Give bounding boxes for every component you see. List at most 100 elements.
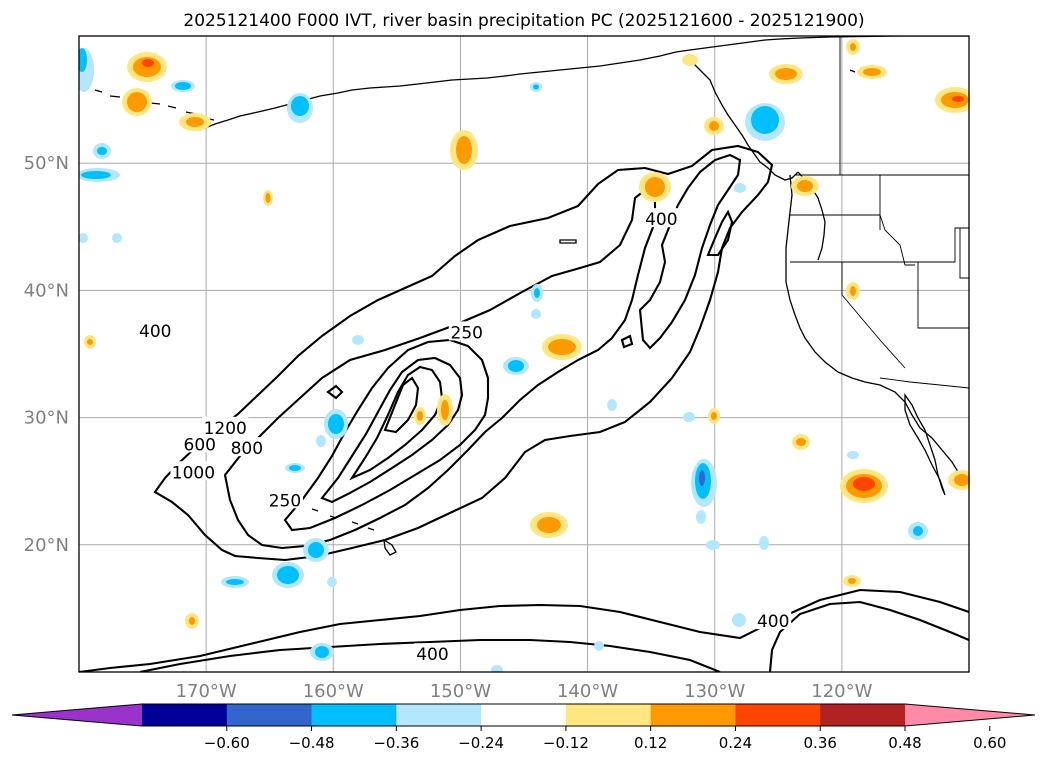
precip-pc-positive [84, 39, 969, 629]
figure-title: 2025121400 F000 IVT, river basin precipi… [183, 11, 864, 31]
patch-neg-1 [79, 48, 94, 92]
patch-pos-14 [846, 282, 860, 300]
colorbar-tick-label-1: −0.48 [289, 734, 335, 752]
na-west-coastline [785, 174, 969, 486]
lon-label-5: 120°W [811, 681, 872, 702]
hawaiian-islands [311, 508, 397, 556]
contour-label-bg-11 [755, 610, 792, 630]
colorbar-tick-label-4: −0.12 [543, 734, 589, 752]
patch-neg-27 [272, 562, 304, 588]
patch-neg-29 [327, 577, 337, 587]
colorbar-tick-label-3: −0.24 [458, 734, 504, 752]
patch-neg-21 [696, 510, 706, 524]
contour-label-2: 1200 [204, 419, 247, 439]
ivt-contour-labels: 40060012001000800250250400250400400400 [27, 208, 792, 665]
lat-label-2: 40°N [24, 280, 69, 301]
contour-label-bg-4 [228, 437, 265, 457]
contour-label-3: 1000 [172, 463, 215, 483]
patch-neg-26 [303, 538, 329, 562]
political-boundaries [790, 36, 969, 389]
patch-neg-7 [745, 103, 785, 141]
patch-neg-20 [691, 459, 717, 507]
patch-pos-5 [263, 190, 273, 206]
contour-label-10: 400 [416, 645, 448, 665]
patch-neg-3 [171, 80, 195, 92]
colorbar-tick-label-7: 0.36 [804, 734, 837, 752]
contour-label-11: 400 [757, 612, 789, 632]
lat-label-3: 50°N [24, 153, 69, 174]
canada-us-border [795, 36, 969, 176]
colorbar-segment-2 [311, 704, 397, 726]
ivt-contour-south-400 [139, 638, 721, 672]
patch-neg-15 [324, 409, 348, 439]
lon-label-0: 170°W [176, 681, 237, 702]
patch-neg-8 [734, 183, 746, 193]
contour-label-bg-2 [202, 416, 249, 436]
patch-neg-11 [531, 284, 543, 302]
contour-label-9: 400 [27, 645, 59, 665]
patch-pos-8 [857, 65, 887, 79]
patch-neg-25 [908, 522, 928, 540]
patch-neg-4 [287, 93, 313, 123]
contour-label-bg-3 [170, 461, 217, 481]
lon-label-2: 150°W [430, 681, 491, 702]
patch-neg-5 [93, 143, 111, 159]
patch-neg-18 [607, 399, 617, 411]
ivt-contour-spot-2 [620, 334, 634, 349]
state-lines [790, 175, 969, 329]
patch-neg-13 [352, 335, 364, 345]
ivt-contour-1200 [383, 376, 420, 434]
patch-pos-9 [935, 87, 969, 113]
colorbar-tick-label-9: 0.60 [973, 734, 1006, 752]
patch-neg-9 [79, 233, 88, 243]
ivt-contour-filament-400 [638, 153, 742, 350]
contour-label-1: 600 [184, 435, 216, 455]
patch-pos-2 [122, 88, 152, 116]
patch-neg-6 [530, 82, 542, 92]
patch-pos-3 [179, 113, 211, 131]
ivt-contour-south-250 [79, 588, 969, 672]
patch-neg-14 [503, 357, 529, 375]
ivt-contour-south-400b [768, 600, 969, 672]
patch-neg-12 [531, 309, 541, 319]
patch-pos-16 [437, 394, 453, 426]
patch-neg-19 [683, 412, 695, 422]
patch-pos-13 [791, 176, 819, 196]
map-background [79, 36, 969, 672]
patch-neg-23 [759, 536, 769, 550]
patch-neg-33 [491, 665, 503, 672]
ca-nv-border [841, 262, 906, 369]
patch-pos-11 [682, 54, 698, 66]
patch-pos-15 [542, 334, 582, 360]
colorbar-segment-5 [565, 704, 652, 726]
patch-neg-32 [594, 641, 604, 651]
colorbar-extend-high [905, 704, 1035, 726]
latitude-labels: 20°N 30°N 40°N 50°N [24, 153, 69, 556]
patch-pos-7 [769, 64, 803, 84]
patch-pos-25 [185, 613, 199, 629]
colorbar-outline [11, 703, 1036, 727]
patch-pos-12 [846, 39, 860, 55]
patch-neg-22 [706, 540, 720, 550]
patch-pos-23 [530, 512, 568, 538]
colorbar-segment-4 [481, 704, 567, 726]
alaska-south-coast [689, 59, 799, 181]
contour-label-bg-6 [448, 321, 485, 341]
colorbar-tick-label-2: −0.36 [373, 734, 419, 752]
contour-label-bg-0 [137, 320, 174, 340]
contour-label-bg-7 [643, 208, 680, 228]
patch-neg-24 [847, 451, 859, 459]
patch-pos-18 [84, 335, 96, 349]
patch-neg-17 [285, 463, 305, 473]
colorbar-segment-1 [226, 704, 313, 726]
contour-label-0: 400 [139, 322, 171, 342]
patch-pos-21 [840, 469, 888, 503]
colorbar-segment-0 [142, 704, 228, 726]
baja-coastline [904, 392, 946, 496]
contour-label-6: 250 [451, 323, 483, 343]
contour-label-bg-1 [181, 433, 218, 453]
lon-label-1: 160°W [303, 681, 364, 702]
ivt-contour-1000 [349, 365, 444, 481]
contour-label-bg-10 [414, 643, 451, 663]
ivt-contour-800 [320, 356, 464, 504]
